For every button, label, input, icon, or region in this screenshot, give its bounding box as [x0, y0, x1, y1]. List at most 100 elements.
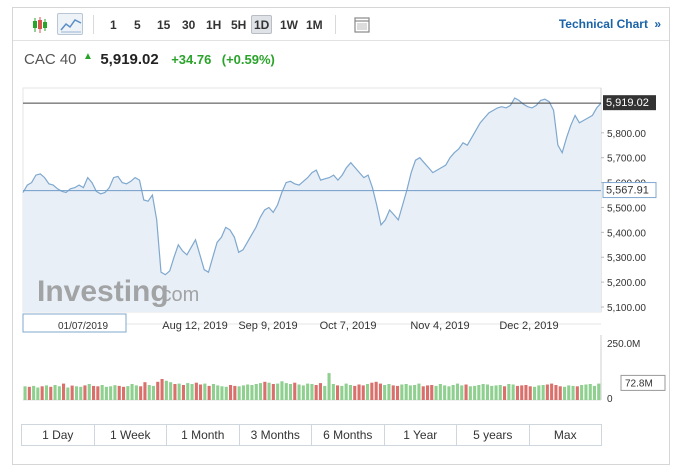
period-1-year[interactable]: 1 Year — [385, 425, 457, 445]
y-axis: 5,100.00 5,200.00 5,300.00 5,400.00 5,500.00… — [601, 129, 646, 314]
volume-bar — [186, 383, 190, 400]
volume-bar — [357, 384, 361, 400]
volume-bar — [567, 385, 571, 400]
volume-bar — [438, 384, 442, 400]
volume-bar — [528, 386, 532, 400]
volume-bar — [370, 382, 374, 400]
reference-price-label: 5,567.91 — [606, 185, 649, 197]
volume-bar — [32, 385, 36, 400]
volume-bar — [550, 383, 554, 400]
candlestick-chart-icon[interactable] — [27, 13, 51, 35]
period-6-months[interactable]: 6 Months — [312, 425, 385, 445]
toolbar-separator — [93, 15, 94, 34]
chart-toolbar: 1 5 15 30 1H 5H 1D 1W 1M Technical Chart… — [13, 8, 669, 41]
volume-bar — [280, 381, 284, 400]
volume-bar — [455, 383, 459, 400]
volume-bar — [109, 386, 113, 400]
x-axis: 01/07/2019 Aug 12, 2019 Sep 9, 2019 Oct 7, … — [22, 313, 559, 333]
volume-bar — [537, 385, 541, 400]
volume-bar — [318, 383, 322, 400]
volume-current-label: 72.8M — [625, 378, 653, 389]
volume-bar — [130, 384, 134, 400]
price-line — [22, 97, 602, 276]
up-triangle-icon: ▲ — [82, 51, 93, 62]
volume-bar — [139, 386, 143, 400]
volume-bar — [190, 384, 194, 400]
interval-15-min[interactable]: 15 — [157, 18, 171, 32]
interval-1-hour[interactable]: 1H — [206, 18, 222, 32]
volume-bar — [400, 384, 404, 400]
period-1-week[interactable]: 1 Week — [95, 425, 167, 445]
volume-bar — [361, 385, 365, 400]
volume-bar — [383, 385, 387, 400]
volume-bar — [207, 385, 211, 400]
volume-bar — [331, 384, 335, 400]
y-tick-label: 5,500.00 — [607, 203, 646, 214]
volume-bar — [57, 386, 61, 400]
volume-bar — [408, 385, 412, 400]
volume-bar — [520, 385, 524, 400]
volume-bar — [336, 385, 340, 400]
volume-bar — [545, 384, 549, 400]
x-tick-label: Aug 12, 2019 — [162, 320, 227, 332]
interval-5-hour[interactable]: 5H — [231, 18, 247, 32]
volume-bar — [533, 386, 537, 400]
volume-bar — [134, 385, 138, 400]
current-price-badge-bg — [603, 95, 656, 111]
y-tick-label: 5,700.00 — [607, 154, 646, 165]
volume-bar — [246, 384, 250, 400]
price-change-percent: (+0.59%) — [221, 52, 275, 67]
volume-bar — [391, 385, 395, 400]
volume-bar — [580, 385, 584, 400]
interval-1-min[interactable]: 1 — [110, 18, 117, 32]
volume-bar — [387, 384, 391, 400]
volume-bar — [588, 384, 592, 400]
volume-bar — [263, 381, 267, 400]
fullscreen-window-icon[interactable] — [349, 13, 373, 35]
x-tick-label: Nov 4, 2019 — [410, 320, 469, 332]
volume-bar — [575, 386, 579, 400]
period-3-months[interactable]: 3 Months — [240, 425, 312, 445]
volume-bar — [584, 384, 588, 400]
interval-5-min[interactable]: 5 — [134, 18, 141, 32]
period-1-month[interactable]: 1 Month — [167, 425, 240, 445]
volume-tick-max: 250.0M — [607, 339, 640, 350]
volume-current-badge-bg — [620, 374, 666, 391]
volume-bar — [348, 385, 352, 400]
price-chart[interactable]: Investing .com 5,100.005,200.005,300.005… — [13, 8, 669, 464]
period-max[interactable]: Max — [553, 428, 577, 442]
volume-bar — [430, 385, 434, 400]
interval-1-day[interactable]: 1D — [251, 15, 273, 34]
volume-bar — [494, 385, 498, 400]
volume-bar — [104, 386, 108, 400]
area-chart-icon[interactable] — [57, 13, 83, 35]
interval-1-month[interactable]: 1M — [306, 18, 323, 32]
period-1-day[interactable]: 1 Day — [22, 425, 95, 445]
watermark-suffix: .com — [156, 284, 199, 306]
volume-bar — [113, 385, 117, 400]
volume-bar — [74, 386, 78, 400]
volume-bar — [126, 386, 130, 400]
volume-bar — [447, 386, 451, 400]
technical-chart-link[interactable]: Technical Chart » — [559, 17, 661, 31]
volume-bar — [597, 383, 601, 400]
volume-bar — [147, 385, 151, 400]
volume-bar — [66, 387, 70, 400]
volume-bar — [143, 382, 147, 400]
interval-1-week[interactable]: 1W — [280, 18, 298, 32]
period-5-years[interactable]: 5 years — [457, 425, 530, 445]
volume-bar — [233, 385, 237, 400]
volume-bar — [426, 385, 430, 400]
interval-30-min[interactable]: 30 — [182, 18, 196, 32]
volume-bar — [417, 383, 421, 400]
volume-bar — [289, 384, 293, 400]
volume-bar — [164, 380, 168, 400]
volume-bar — [515, 385, 519, 400]
volume-bar — [156, 381, 160, 400]
volume-bar — [481, 384, 485, 400]
date-cursor-box — [22, 313, 127, 333]
volume-bar — [53, 385, 57, 400]
volume-bar — [224, 386, 228, 400]
volume-bar — [23, 386, 27, 400]
volume-bar — [92, 385, 96, 400]
